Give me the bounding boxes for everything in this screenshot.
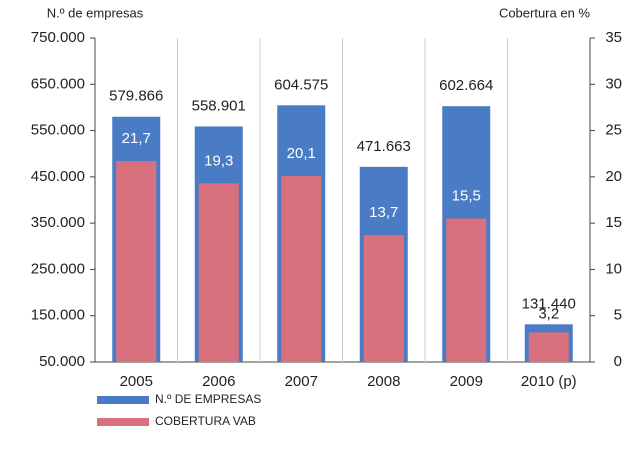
y2-tick-label: 15 [605,214,622,231]
x-tick-label: 2007 [285,373,318,390]
y2-tick-label: 20 [605,168,622,185]
legend-label: N.º DE EMPRESAS [155,392,261,406]
x-tick-label: 2010 (p) [521,373,577,390]
x-tick-label: 2009 [450,373,483,390]
value-label: 602.664 [439,77,493,94]
bar [528,332,569,362]
value-label: 21,7 [122,130,151,147]
y-axis-title: N.º de empresas [47,5,144,20]
value-label: 131.440 [522,295,576,312]
y2-tick-label: 5 [614,307,622,324]
y2-tick-label: 0 [614,353,622,370]
x-tick-label: 2005 [120,373,153,390]
value-label: 20,1 [287,145,316,162]
x-tick-label: 2006 [202,373,235,390]
y2-tick-label: 30 [605,75,622,92]
bar [446,218,487,362]
value-label: 471.663 [357,138,411,155]
value-label: 3,2 [538,305,559,322]
legend-label: COBERTURA VAB [155,414,256,428]
value-label: 579.866 [109,88,163,105]
y2-tick-label: 35 [605,29,622,46]
y2-tick-label: 10 [605,260,622,277]
y-tick-label: 550.000 [31,122,85,139]
y2-tick-label: 25 [605,122,622,139]
y-tick-label: 450.000 [31,168,85,185]
y-tick-label: 150.000 [31,307,85,324]
bar [198,183,239,362]
y-tick-label: 350.000 [31,214,85,231]
value-label: 15,5 [452,187,481,204]
y-tick-label: 650.000 [31,75,85,92]
bar [116,161,157,362]
y-tick-label: 50.000 [39,353,85,370]
legend-swatch [97,418,149,426]
value-label: 604.575 [274,76,328,93]
value-label: 19,3 [204,152,233,169]
y2-axis-title: Cobertura en % [499,5,590,20]
bar [363,235,404,362]
y-tick-label: 250.000 [31,260,85,277]
x-tick-label: 2008 [367,373,400,390]
bar [281,175,322,362]
value-label: 13,7 [369,204,398,221]
value-label: 558.901 [192,97,246,114]
legend-swatch [97,396,149,404]
y-tick-label: 750.000 [31,29,85,46]
